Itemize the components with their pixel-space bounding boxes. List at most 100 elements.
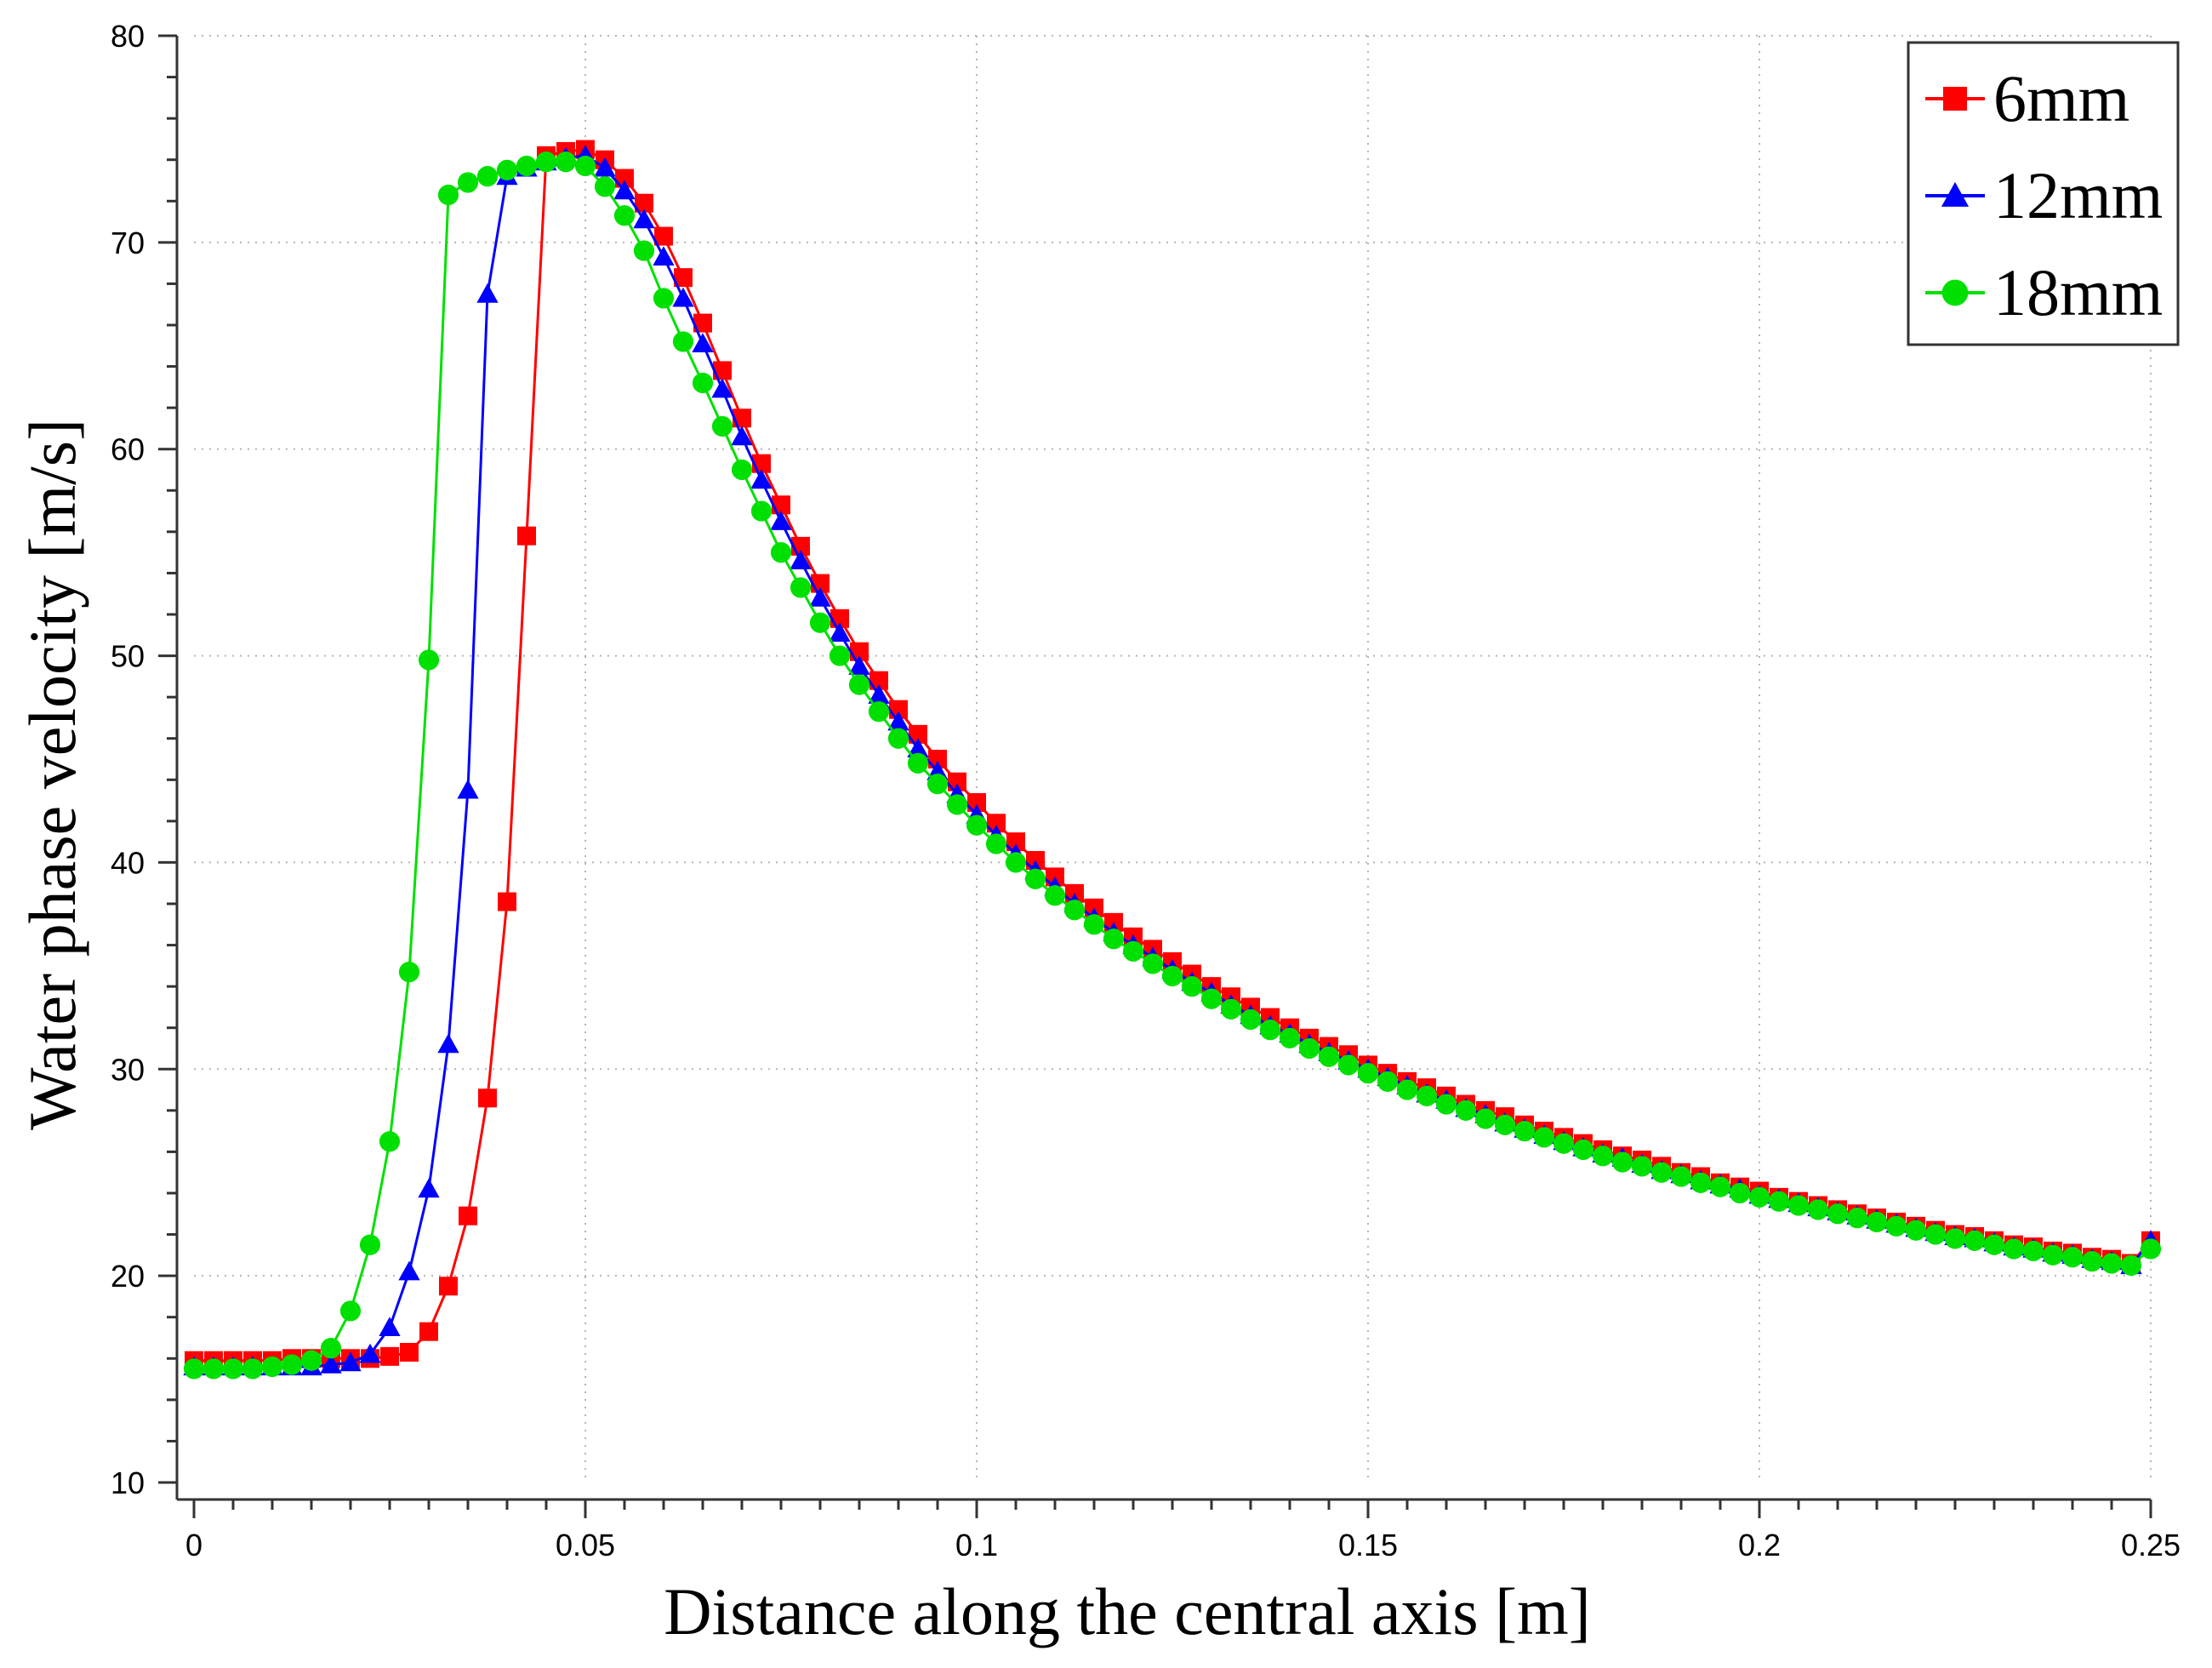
data-point-18mm [1729, 1182, 1751, 1204]
data-point-18mm [966, 814, 988, 836]
data-point-12mm [907, 738, 929, 757]
data-point-18mm [359, 1234, 381, 1255]
data-point-6mm [459, 1206, 477, 1225]
data-point-6mm [419, 1322, 438, 1341]
data-point-18mm [300, 1350, 322, 1371]
data-point-12mm [594, 157, 616, 177]
data-point-18mm [946, 794, 968, 815]
legend-label-6mm: 6mm [1993, 61, 2129, 135]
legend-marker-6mm [1943, 87, 1967, 111]
data-point-18mm [1005, 852, 1027, 873]
data-point-18mm [1103, 928, 1125, 950]
data-point-18mm [1827, 1203, 1849, 1225]
data-point-18mm [2120, 1254, 2142, 1277]
data-point-18mm [1044, 885, 1066, 906]
data-point-6mm [987, 814, 1006, 833]
data-point-18mm [790, 577, 812, 598]
data-point-18mm [692, 372, 714, 394]
y-tick-label: 50 [111, 639, 145, 674]
data-point-18mm [202, 1358, 225, 1380]
data-point-18mm [2140, 1238, 2162, 1260]
data-point-6mm [948, 772, 966, 791]
data-point-18mm [1298, 1037, 1320, 1060]
data-point-6mm [615, 169, 634, 188]
y-tick-label: 20 [111, 1259, 145, 1294]
data-point-18mm [594, 176, 616, 197]
data-point-18mm [320, 1338, 342, 1359]
data-point-18mm [1200, 988, 1223, 1009]
data-point-12mm [653, 246, 675, 266]
data-point-18mm [1337, 1054, 1360, 1076]
data-point-18mm [2003, 1238, 2025, 1260]
data-point-18mm [1572, 1139, 1594, 1161]
data-point-12mm [359, 1343, 381, 1363]
x-tick-label: 0 [185, 1528, 202, 1562]
data-point-18mm [1631, 1156, 1653, 1177]
axes: 0 0.05 0.1 0.15 0.2 0.25 10 20 30 40 50 60 70 80 [111, 19, 2181, 1562]
data-point-6mm [517, 526, 536, 546]
data-point-18mm [1944, 1228, 1966, 1249]
data-point-12mm [711, 378, 733, 398]
data-point-18mm [653, 288, 675, 309]
data-point-18mm [1220, 998, 1242, 1020]
data-point-18mm [398, 962, 420, 983]
x-axis-title: Distance along the central axis [m] [664, 1574, 1590, 1648]
data-point-18mm [770, 542, 792, 563]
data-point-18mm [1533, 1127, 1555, 1148]
data-point-6mm [400, 1343, 419, 1362]
data-point-18mm [535, 151, 557, 173]
legend-label-18mm: 18mm [1993, 255, 2163, 329]
data-point-18mm [574, 155, 596, 177]
data-point-18mm [887, 728, 909, 749]
data-point-18mm [1240, 1008, 1262, 1031]
y-tick-label: 70 [111, 226, 145, 260]
data-point-18mm [457, 172, 479, 193]
data-point-12mm [437, 1033, 459, 1054]
data-point-18mm [613, 205, 636, 226]
data-point-18mm [1083, 914, 1105, 935]
data-point-6mm [674, 268, 693, 288]
data-point-18mm [1650, 1162, 1673, 1183]
data-point-18mm [731, 459, 753, 481]
data-point-18mm [183, 1358, 205, 1380]
data-point-18mm [848, 674, 870, 695]
data-point-6mm [1006, 832, 1025, 852]
data-point-12mm [320, 1353, 342, 1374]
x-tick-label: 0.1 [955, 1528, 998, 1562]
y-tick-label: 10 [111, 1465, 145, 1500]
y-axis-title: Water phase velocity [m/s] [15, 419, 89, 1130]
data-point-18mm [926, 774, 949, 795]
data-point-12mm [613, 180, 636, 200]
legend-marker-12mm [1941, 181, 1970, 207]
data-point-18mm [1846, 1208, 1868, 1229]
data-point-18mm [1983, 1234, 2005, 1255]
data-point-18mm [1396, 1079, 1418, 1100]
data-point-18mm [1905, 1220, 1927, 1241]
data-point-18mm [2061, 1247, 2084, 1268]
data-point-12mm [457, 779, 479, 799]
data-point-6mm [439, 1277, 458, 1296]
data-point-18mm [1024, 868, 1046, 889]
data-point-12mm [379, 1317, 401, 1336]
data-point-12mm [731, 426, 753, 446]
data-point-18mm [1435, 1094, 1457, 1115]
data-point-12mm [809, 586, 831, 607]
data-point-18mm [633, 240, 655, 261]
data-point-18mm [985, 833, 1007, 854]
data-point-12mm [770, 511, 792, 530]
data-point-12mm [829, 622, 851, 642]
series-18mm [183, 151, 2162, 1380]
legend-marker-18mm [1941, 279, 1969, 306]
data-point-18mm [829, 645, 851, 666]
data-point-18mm [1748, 1186, 1770, 1208]
data-point-18mm [555, 151, 577, 173]
data-point-18mm [1279, 1027, 1301, 1048]
data-point-12mm [476, 283, 499, 303]
data-point-18mm [1670, 1166, 1692, 1187]
data-point-18mm [379, 1131, 401, 1152]
data-point-18mm [261, 1356, 283, 1378]
data-point-18mm [1514, 1121, 1536, 1142]
y-tick-label: 40 [111, 845, 145, 880]
